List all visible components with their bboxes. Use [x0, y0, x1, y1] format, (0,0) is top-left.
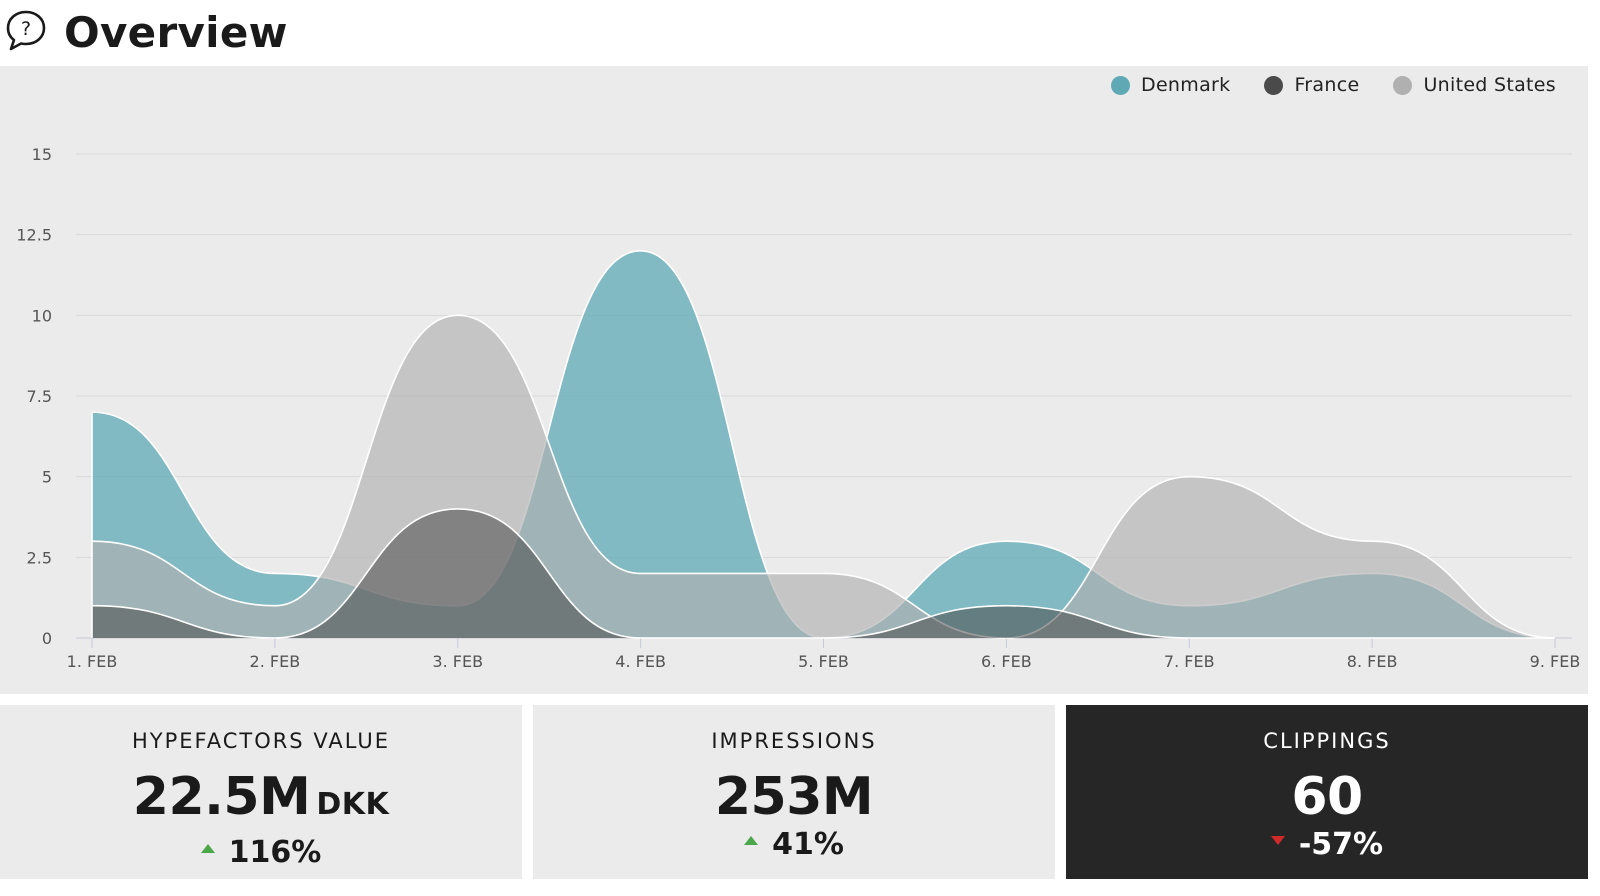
- card-change-value: -57%: [1298, 827, 1384, 862]
- legend-label-france: France: [1294, 74, 1360, 96]
- data-point-france[interactable]: [1002, 602, 1010, 610]
- arrow-up-icon: [200, 844, 215, 853]
- card-value: 253M: [533, 763, 1055, 831]
- x-tick-label: 7. FEB: [1164, 652, 1215, 671]
- data-point-united-states[interactable]: [271, 602, 279, 610]
- x-tick-label: 1. FEB: [67, 652, 118, 671]
- card-label: IMPRESSIONS: [711, 729, 877, 753]
- help-icon[interactable]: ?: [4, 8, 48, 52]
- y-tick-label: 7.5: [27, 387, 52, 406]
- x-tick-label: 6. FEB: [981, 652, 1032, 671]
- y-tick-label: 15: [32, 145, 52, 164]
- data-point-united-states[interactable]: [454, 311, 462, 319]
- legend-dot-france: [1264, 75, 1284, 95]
- card-value: 60: [1066, 763, 1588, 831]
- card-change-value: 41%: [772, 827, 844, 862]
- data-point-united-states[interactable]: [820, 569, 828, 577]
- data-point-denmark[interactable]: [271, 569, 279, 577]
- line-united-states: [91, 314, 1556, 639]
- card-change-value: 116%: [228, 835, 322, 870]
- legend-item-denmark[interactable]: Denmark: [1111, 74, 1230, 96]
- data-point-france[interactable]: [1368, 634, 1376, 642]
- card-change: 116%: [0, 835, 522, 871]
- card-value: 22.5M DKK: [0, 763, 522, 839]
- legend-dot-denmark: [1111, 75, 1131, 95]
- data-point-united-states[interactable]: [1185, 473, 1193, 481]
- y-tick-label: 0: [42, 629, 52, 648]
- y-tick-label: 12.5: [16, 226, 52, 245]
- card-label: CLIPPINGS: [1263, 729, 1391, 753]
- legend-item-united-states[interactable]: United States: [1393, 74, 1556, 96]
- chart-legend: Denmark France United States: [1111, 74, 1556, 96]
- card-value-unit: DKK: [316, 787, 390, 822]
- data-point-united-states[interactable]: [1368, 537, 1376, 545]
- card-change: -57%: [1066, 827, 1588, 863]
- data-point-france[interactable]: [637, 634, 645, 642]
- kpi-cards: HYPEFACTORS VALUE 22.5M DKK 116% IMPRESSI…: [0, 705, 1588, 879]
- card-value-number: 253M: [714, 767, 874, 827]
- line-france: [91, 508, 1555, 639]
- x-tick-label: 2. FEB: [250, 652, 301, 671]
- page-header: ? Overview: [0, 0, 1600, 66]
- chart-panel: Denmark France United States 0 2.5 5 7.5 10 1…: [0, 66, 1588, 694]
- card-label: HYPEFACTORS VALUE: [132, 729, 390, 753]
- arrow-down-icon: [1270, 836, 1285, 845]
- y-tick-label: 10: [32, 306, 52, 325]
- data-point-france[interactable]: [454, 505, 462, 513]
- card-clippings[interactable]: CLIPPINGS 60 -57%: [1066, 705, 1588, 879]
- card-hypefactors-value[interactable]: HYPEFACTORS VALUE 22.5M DKK 116%: [0, 705, 522, 879]
- data-point-united-states[interactable]: [637, 569, 645, 577]
- arrow-up-icon: [744, 836, 759, 845]
- legend-dot-united-states: [1393, 75, 1413, 95]
- y-tick-label: 5: [42, 468, 52, 487]
- x-tick-label: 4. FEB: [615, 652, 666, 671]
- x-tick-label: 3. FEB: [432, 652, 483, 671]
- x-tick-label: 9. FEB: [1530, 652, 1581, 671]
- data-point-france[interactable]: [1551, 634, 1559, 642]
- data-point-france[interactable]: [1185, 634, 1193, 642]
- data-point-france[interactable]: [271, 634, 279, 642]
- card-impressions[interactable]: IMPRESSIONS 253M 41%: [533, 705, 1055, 879]
- data-point-denmark[interactable]: [637, 247, 645, 255]
- data-point-denmark[interactable]: [1002, 537, 1010, 545]
- area-chart: 0 2.5 5 7.5 10 12.5 15 1. FEB 2. FEB 3. FEB 4. FEB…: [16, 145, 1581, 671]
- x-tick-label: 5. FEB: [798, 652, 849, 671]
- page-title: Overview: [64, 8, 288, 57]
- legend-label-united-states: United States: [1423, 74, 1556, 96]
- card-change: 41%: [533, 827, 1055, 863]
- x-tick-label: 8. FEB: [1347, 652, 1398, 671]
- y-tick-label: 2.5: [27, 548, 52, 567]
- card-value-number: 22.5M: [132, 767, 311, 827]
- legend-label-denmark: Denmark: [1141, 74, 1231, 96]
- card-value-number: 60: [1291, 767, 1363, 827]
- legend-item-france[interactable]: France: [1264, 74, 1359, 96]
- area-france[interactable]: [92, 508, 1555, 638]
- data-point-france[interactable]: [820, 634, 828, 642]
- svg-text:?: ?: [21, 18, 31, 40]
